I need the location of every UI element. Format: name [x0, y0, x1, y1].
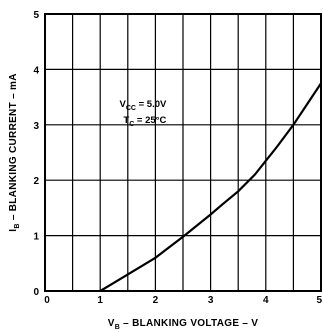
y-tick-labels: 0 1 2 3 4 5 — [33, 10, 39, 298]
y-axis-label-rest: – BLANKING CURRENT – mA — [8, 73, 19, 223]
x-tick-label: 4 — [263, 295, 269, 306]
x-axis-label: VB – BLANKING VOLTAGE – V — [108, 318, 259, 331]
series-line — [99, 82, 322, 292]
plot-frame — [44, 13, 322, 292]
y-tick-label: 3 — [33, 121, 39, 132]
x-tick-labels: 0 1 2 3 4 5 — [44, 295, 322, 306]
y-tick-label: 2 — [33, 176, 39, 187]
x-axis-label-main: V — [108, 318, 115, 329]
x-axis-label-rest: – BLANKING VOLTAGE – V — [120, 318, 258, 329]
y-axis-label: IB – BLANKING CURRENT – mA — [8, 73, 21, 231]
grid — [45, 14, 321, 291]
y-tick-label: 4 — [33, 65, 39, 76]
annotation-tc: TC = 25°C — [123, 115, 166, 128]
x-tick-label: 2 — [153, 295, 159, 306]
x-axis-label-sub: B — [115, 324, 120, 331]
y-axis-label-sub: B — [14, 223, 21, 228]
x-tick-label: 0 — [44, 295, 50, 306]
x-tick-label: 1 — [97, 295, 103, 306]
annotation-vcc: VCC = 5.0V — [120, 99, 168, 112]
x-tick-label: 3 — [208, 295, 214, 306]
y-tick-label: 5 — [33, 10, 39, 21]
y-axis-label-main: I — [8, 229, 19, 232]
y-tick-label: 1 — [33, 232, 39, 243]
x-tick-label: 5 — [316, 295, 322, 306]
y-tick-label: 0 — [33, 287, 39, 298]
